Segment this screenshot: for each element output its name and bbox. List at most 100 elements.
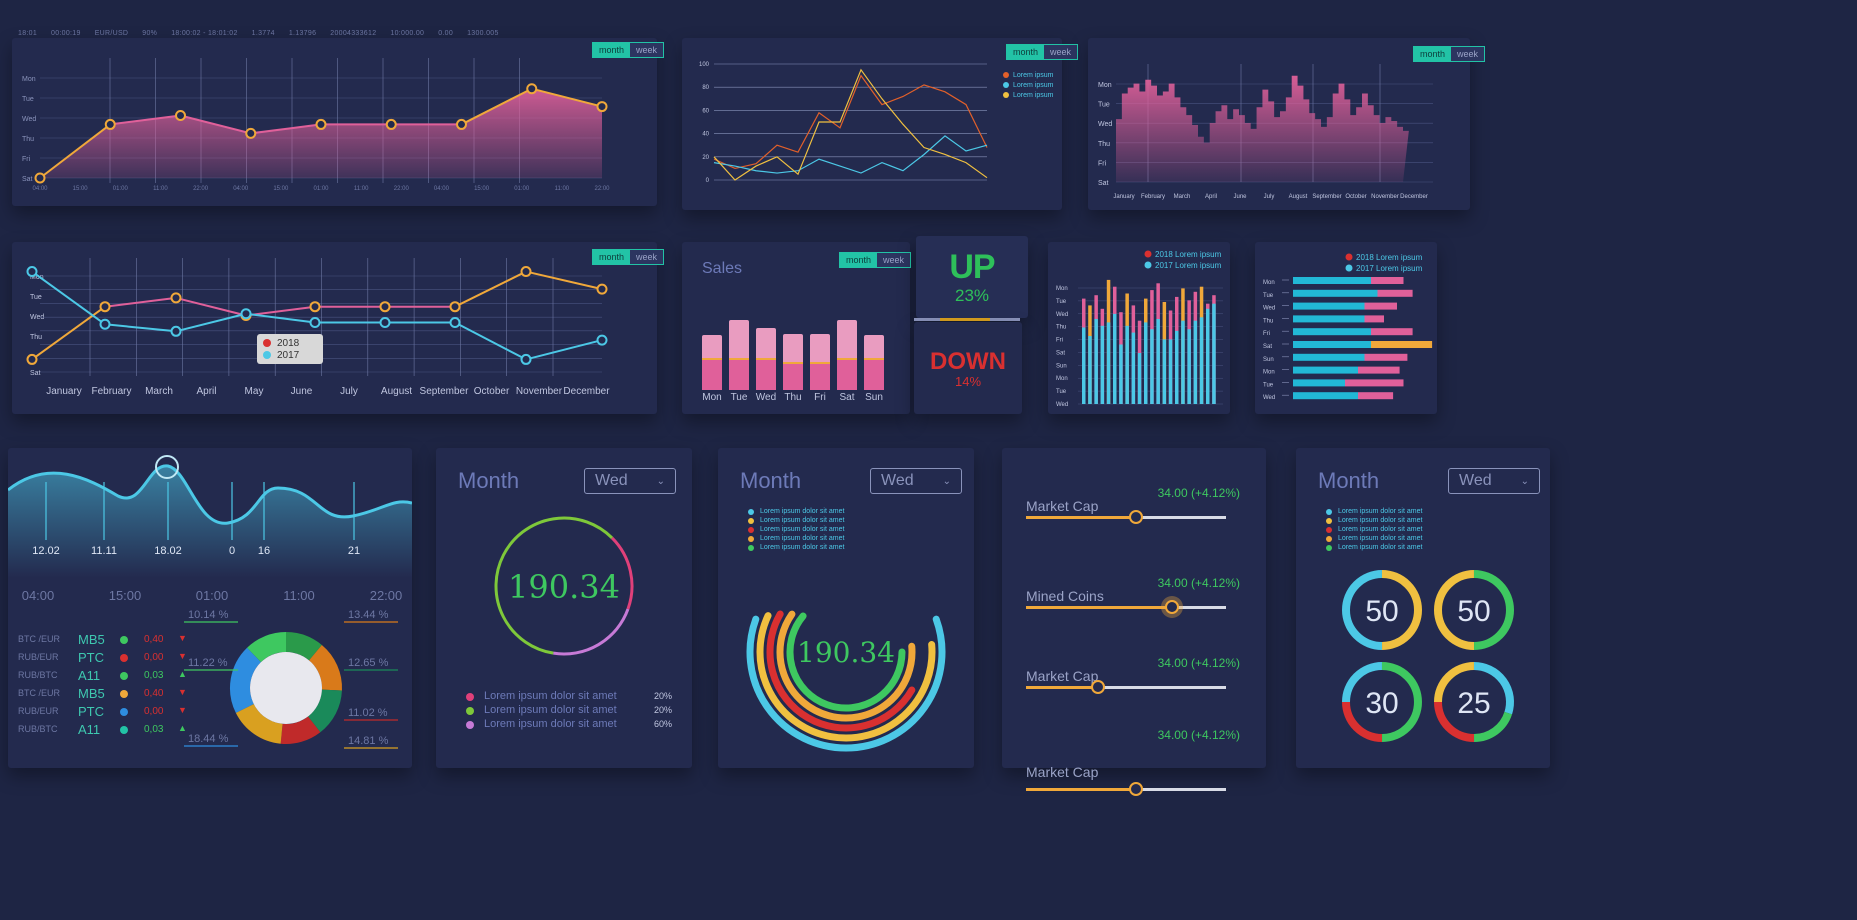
y-tick-label: Tue [1098, 102, 1110, 109]
y-tick-label: 80 [702, 85, 709, 91]
pair-name: RUB/EUR [18, 706, 59, 716]
y-tick-label: 60 [702, 108, 709, 114]
bar-lower [756, 360, 776, 390]
rings-day-select[interactable]: Wed ⌄ [1448, 468, 1540, 494]
data-point [385, 118, 397, 130]
y-tick-label: Wed [1263, 306, 1275, 312]
gauge1-day-select[interactable]: Wed ⌄ [584, 468, 676, 494]
toggle-week[interactable]: week [630, 250, 664, 264]
month-week-toggle-3[interactable]: month week [1413, 46, 1486, 62]
bar-2017 [1150, 329, 1154, 404]
bar-upper [702, 335, 722, 360]
slider-track[interactable] [1026, 510, 1226, 524]
series-segment [250, 123, 322, 135]
y-tick-label: Tue [1056, 389, 1067, 395]
triangle-down-icon: ▼ [178, 633, 187, 643]
bar-2017 [1113, 313, 1117, 404]
slider-handle[interactable] [1165, 600, 1179, 614]
gauge2-day-select[interactable]: Wed ⌄ [870, 468, 962, 494]
data-point [170, 325, 182, 337]
y-tick-label: Mon [1263, 280, 1275, 286]
y-tick-label: Sat [1056, 350, 1065, 356]
currency-pair-row[interactable]: RUB/BTC A11 0,03 ▲ [18, 720, 198, 738]
slider-handle[interactable] [1129, 510, 1143, 524]
currency-pair-row[interactable]: RUB/EUR PTC 0,00 ▼ [18, 702, 198, 720]
currency-pair-row[interactable]: RUB/BTC A11 0,03 ▲ [18, 666, 198, 684]
ticker-strip: 18:01 00:00:19 EUR/USD 90% 18:00:02 - 18:01:… [18, 30, 513, 37]
slider-row: 34.00 (+4.12%) Market Cap [1026, 728, 1240, 796]
toggle-week[interactable]: week [877, 253, 911, 267]
currency-pair-row[interactable]: RUB/EUR PTC 0,00 ▼ [18, 648, 198, 666]
x-tick-label: January [1113, 194, 1134, 200]
pair-code: PTC [78, 704, 104, 719]
x-tick-label: 04:00 [22, 588, 55, 603]
pair-value: 0,40 [144, 634, 164, 645]
y-tick-label: 100 [699, 62, 710, 68]
ticker-item: 10:000.00 [390, 30, 425, 37]
bar-lower [837, 360, 857, 390]
slider-track[interactable] [1026, 600, 1226, 614]
legend-item: Lorem ipsum dolor sit amet [1326, 517, 1526, 526]
currency-pair-row[interactable]: BTC /EUR MB5 0,40 ▼ [18, 684, 198, 702]
slider-track[interactable] [1026, 782, 1226, 796]
toggle-week[interactable]: week [1044, 45, 1078, 59]
y-tick-label: Fri [1056, 338, 1063, 344]
toggle-week[interactable]: week [1451, 47, 1485, 61]
currency-pair-row[interactable]: BTC /EUR MB5 0,40 ▼ [18, 630, 198, 648]
pair-value: 0,00 [144, 652, 164, 663]
panel-up: UP 23% [916, 236, 1028, 318]
slider-track[interactable] [1026, 680, 1226, 694]
toggle-month[interactable]: month [1007, 45, 1045, 59]
toggle-month[interactable]: month [593, 250, 631, 264]
slider-handle[interactable] [1091, 680, 1105, 694]
toggle-month[interactable]: month [1414, 47, 1452, 61]
x-tick-label: June [291, 386, 313, 397]
gauge-value: 190.34 [797, 636, 895, 669]
month-week-toggle-sales[interactable]: month week [839, 252, 912, 268]
x-tick-label: 22:00 [193, 186, 209, 192]
legend-label: Lorem ipsum [1013, 72, 1054, 79]
month-week-toggle[interactable]: month week [592, 42, 665, 58]
data-point [596, 334, 608, 346]
y-tick-label: Thu [1263, 318, 1273, 324]
gauge-arc [494, 516, 614, 655]
down-label: DOWN [930, 348, 1006, 375]
data-point [245, 127, 257, 139]
toggle-week[interactable]: week [630, 43, 664, 57]
toggle-month[interactable]: month [593, 43, 631, 57]
bar-lower [783, 364, 803, 390]
x-tick-label: September [1312, 194, 1341, 200]
donut-label: 14.81 % [348, 735, 389, 747]
donut-label: 13.44 % [348, 609, 389, 621]
series-segment [175, 312, 247, 333]
x-tick-label: July [1264, 194, 1275, 200]
line-chart-4: Mon Tue Wed Thu Sat January February March April… [26, 258, 610, 397]
donut-slice [285, 632, 322, 661]
x-tick-label: February [91, 386, 131, 397]
gauge2-arcs: 190.34 [746, 610, 946, 752]
toggle-month[interactable]: month [840, 253, 878, 267]
bar-2018 [1371, 341, 1433, 348]
wave-label: 0 [229, 545, 235, 557]
month-week-toggle-2[interactable]: month week [1006, 44, 1079, 60]
data-point [26, 353, 38, 365]
x-tick-label: 15:00 [474, 186, 490, 192]
series-line [713, 74, 988, 170]
bar-2017 [1293, 379, 1345, 387]
x-tick-label: September [420, 386, 470, 397]
x-tick-label: Tue [731, 392, 748, 403]
x-tick-label: 22:00 [370, 588, 403, 603]
triangle-down-icon: ▼ [178, 687, 187, 697]
bar-2017 [1100, 325, 1105, 404]
series-segment [104, 323, 177, 333]
slider-handle[interactable] [1129, 782, 1143, 796]
bar-2017 [1293, 341, 1371, 348]
y-tick-label: Sat [30, 370, 41, 377]
legend-dot [1326, 545, 1332, 551]
x-tick-label: 15:00 [273, 186, 289, 192]
bar-2017 [1206, 308, 1210, 404]
series-line [713, 68, 988, 181]
series-line [713, 135, 988, 174]
gauge1-select-value: Wed [595, 472, 628, 489]
month-week-toggle-4[interactable]: month week [592, 249, 665, 265]
